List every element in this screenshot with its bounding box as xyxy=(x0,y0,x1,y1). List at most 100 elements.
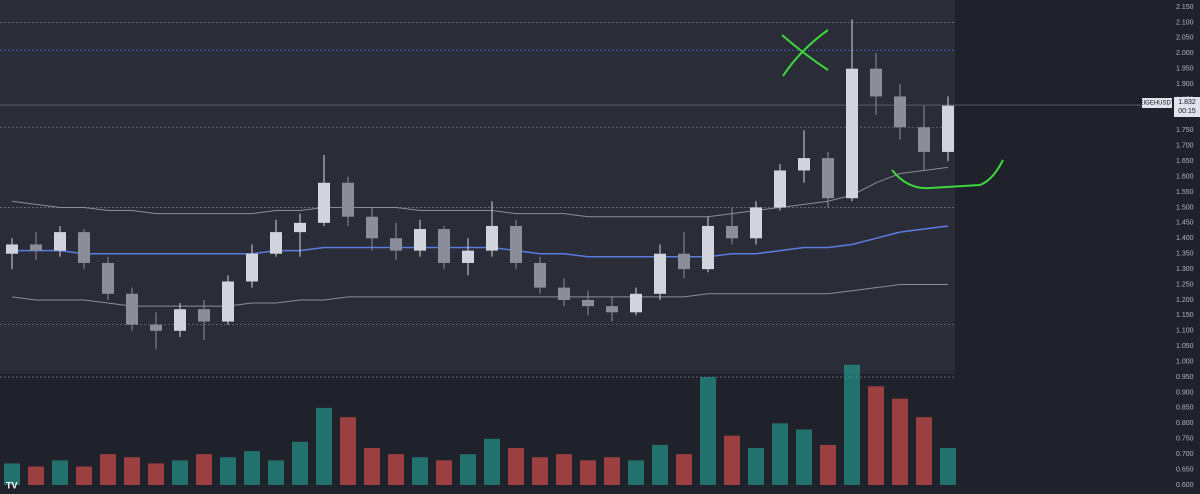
volume-bar xyxy=(172,460,188,485)
candle-body xyxy=(342,182,354,217)
candle-body xyxy=(774,170,786,208)
volume-bar xyxy=(820,444,836,485)
volume-bar xyxy=(292,441,308,485)
candle-body xyxy=(294,222,306,233)
y-tick-label: 0.750 xyxy=(1176,436,1194,443)
last-price-label: 1.832 xyxy=(1178,99,1196,106)
plot: 0.600 0.650 0.700 0.750 0.800 0.850 0.900 0.950… xyxy=(0,4,1194,489)
volume-bar xyxy=(484,438,500,485)
volume-bar xyxy=(124,457,140,485)
drawing-cross xyxy=(781,29,829,77)
volume-bar xyxy=(148,463,164,485)
candle-body xyxy=(486,225,498,251)
candle-body xyxy=(54,232,66,251)
volume-bar xyxy=(772,423,788,485)
candle-body xyxy=(414,229,426,251)
candle-body xyxy=(822,158,834,199)
volume-bar xyxy=(628,460,644,485)
y-tick-label: 1.100 xyxy=(1176,328,1194,335)
volume-bar xyxy=(268,460,284,485)
candle-body xyxy=(246,253,258,282)
candle-body xyxy=(510,225,522,263)
logo: TV xyxy=(6,480,18,490)
volume-bar xyxy=(76,466,92,485)
volume-bar xyxy=(868,386,884,485)
y-tick-label: 2.100 xyxy=(1176,19,1194,26)
drawing-curve xyxy=(891,159,1004,190)
candle-body xyxy=(318,182,330,223)
indicator-line xyxy=(11,284,948,307)
symbol-label: EIGEHUSDT xyxy=(1139,101,1174,107)
volume-bar xyxy=(412,457,428,485)
candle-body xyxy=(534,262,546,288)
y-tick-label: 0.650 xyxy=(1176,466,1194,473)
indicator-line xyxy=(12,225,949,258)
volume-bar xyxy=(676,454,692,485)
y-tick-label: 1.050 xyxy=(1176,343,1194,350)
y-tick-label: 1.350 xyxy=(1176,251,1194,258)
volume-bar xyxy=(748,447,764,485)
y-tick-label: 1.750 xyxy=(1176,127,1194,134)
candle-body xyxy=(102,262,114,294)
price-badge xyxy=(1174,97,1200,117)
y-tick-label: 0.700 xyxy=(1176,451,1194,458)
volume-bar xyxy=(220,457,236,485)
y-tick-label: 1.950 xyxy=(1176,66,1194,73)
candle-body xyxy=(894,96,906,128)
y-tick-label: 1.600 xyxy=(1176,173,1194,180)
candle-body xyxy=(870,68,882,97)
volume-bar xyxy=(316,407,332,485)
y-tick-label: 1.400 xyxy=(1176,235,1194,242)
candle-body xyxy=(942,105,954,152)
timer-label: 00:15 xyxy=(1178,108,1196,115)
candle-body xyxy=(606,306,618,313)
y-tick-label: 2.150 xyxy=(1176,4,1194,11)
candle-body xyxy=(366,216,378,239)
candle-body xyxy=(126,293,138,325)
volume-bar xyxy=(796,429,812,485)
volume-bar xyxy=(196,454,212,485)
candle-body xyxy=(702,225,714,270)
y-tick-label: 1.300 xyxy=(1176,266,1194,273)
volume-bar xyxy=(4,463,20,485)
y-tick-label: 0.850 xyxy=(1176,405,1194,412)
candle-body xyxy=(654,253,666,294)
volume-bar xyxy=(892,398,908,485)
volume-bar xyxy=(340,417,356,485)
candle-body xyxy=(6,244,18,254)
volume-bar xyxy=(700,377,716,485)
candle-body xyxy=(918,127,930,152)
indicator-line xyxy=(11,166,949,218)
y-tick-label: 1.250 xyxy=(1176,281,1194,288)
candle-body xyxy=(78,232,90,263)
candle-body xyxy=(222,281,234,322)
y-tick-label: 1.900 xyxy=(1176,81,1194,88)
candle-body xyxy=(150,324,162,331)
candle-body xyxy=(174,309,186,331)
y-tick-label: 1.200 xyxy=(1176,297,1194,304)
volume-bar xyxy=(844,364,860,485)
volume-bar xyxy=(28,466,44,485)
symbol-badge xyxy=(1142,98,1172,108)
volume-bar xyxy=(436,460,452,485)
volume-bar xyxy=(916,417,932,485)
candle-body xyxy=(558,287,570,300)
volume-bar xyxy=(580,460,596,485)
volume-bar xyxy=(508,447,524,485)
y-tick-label: 0.800 xyxy=(1176,420,1194,427)
candle-body xyxy=(726,225,738,239)
y-tick-label: 2.050 xyxy=(1176,35,1194,42)
candle-body xyxy=(462,250,474,263)
volume-bar xyxy=(52,460,68,485)
volume-bar xyxy=(100,454,116,485)
candle-body xyxy=(678,253,690,270)
candle-body xyxy=(798,158,810,171)
candle-body xyxy=(630,293,642,313)
y-tick-label: 1.500 xyxy=(1176,204,1194,211)
volume-bar xyxy=(604,457,620,485)
candle-body xyxy=(390,238,402,251)
y-tick-label: 0.950 xyxy=(1176,374,1194,381)
candle-body xyxy=(270,232,282,254)
